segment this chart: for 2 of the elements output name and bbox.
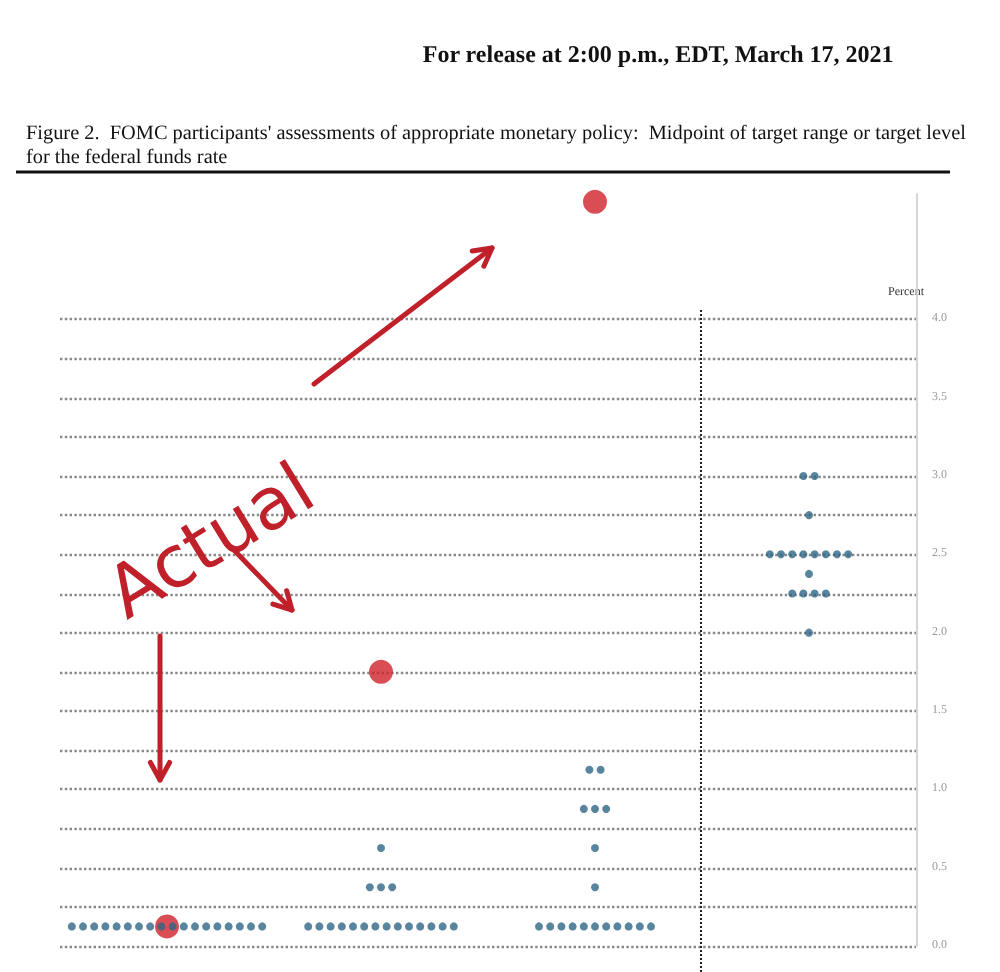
chart-title: Figure 2. FOMC participants' assessments of appropriate monetary policy: Midpoint of target range or target level for the federal funds rate <box>26 123 972 169</box>
chart-subtitle: For release at 2:00 p.m., EDT, March 17, 2021 <box>422 40 894 68</box>
